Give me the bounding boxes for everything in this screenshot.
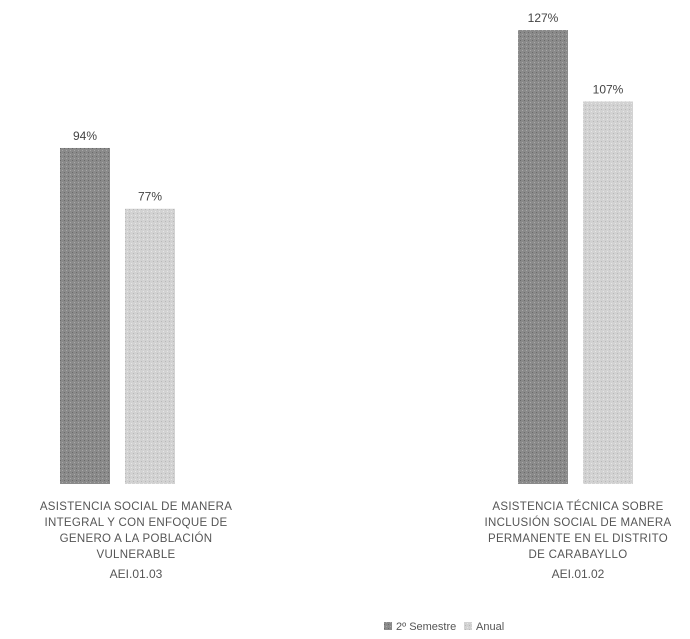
legend-item-label: 2º Semestre [396, 621, 456, 633]
bar-anual-2 [583, 101, 633, 484]
data-label: 77% [138, 190, 162, 204]
bar-anual-1 [125, 208, 175, 484]
category-label-line: INTEGRAL Y CON ENFOQUE DE [44, 517, 227, 529]
legend: 2º Semestre Anual [384, 621, 504, 633]
category-label-line: ASISTENCIA SOCIAL DE MANERA [40, 501, 232, 513]
category-label-line: GENERO A LA POBLACIÓN [60, 532, 213, 545]
data-labels-group: 94% 127% 77% 107% [73, 11, 624, 204]
legend-swatch [384, 622, 392, 630]
category-code: AEI.01.03 [110, 567, 163, 581]
category-labels-group: ASISTENCIA SOCIAL DE MANERA INTEGRAL Y CO… [40, 500, 672, 581]
category-label-line: DE CARABAYLLO [529, 549, 628, 561]
data-label: 127% [528, 11, 559, 25]
bars-group [60, 30, 633, 484]
bar-semestre-2 [518, 30, 568, 484]
legend-swatch [464, 622, 472, 630]
category-label-line: VULNERABLE [96, 549, 175, 561]
category-code: AEI.01.02 [552, 567, 605, 581]
category-label-line: INCLUSIÓN SOCIAL DE MANERA [485, 516, 672, 529]
category-label-line: PERMANENTE EN EL DISTRITO [488, 533, 668, 545]
data-label: 107% [593, 82, 624, 96]
legend-item-label: Anual [476, 621, 504, 633]
bar-semestre-1 [60, 147, 110, 484]
data-label: 94% [73, 129, 97, 143]
category-label-line: ASISTENCIA TÉCNICA SOBRE [492, 500, 663, 513]
